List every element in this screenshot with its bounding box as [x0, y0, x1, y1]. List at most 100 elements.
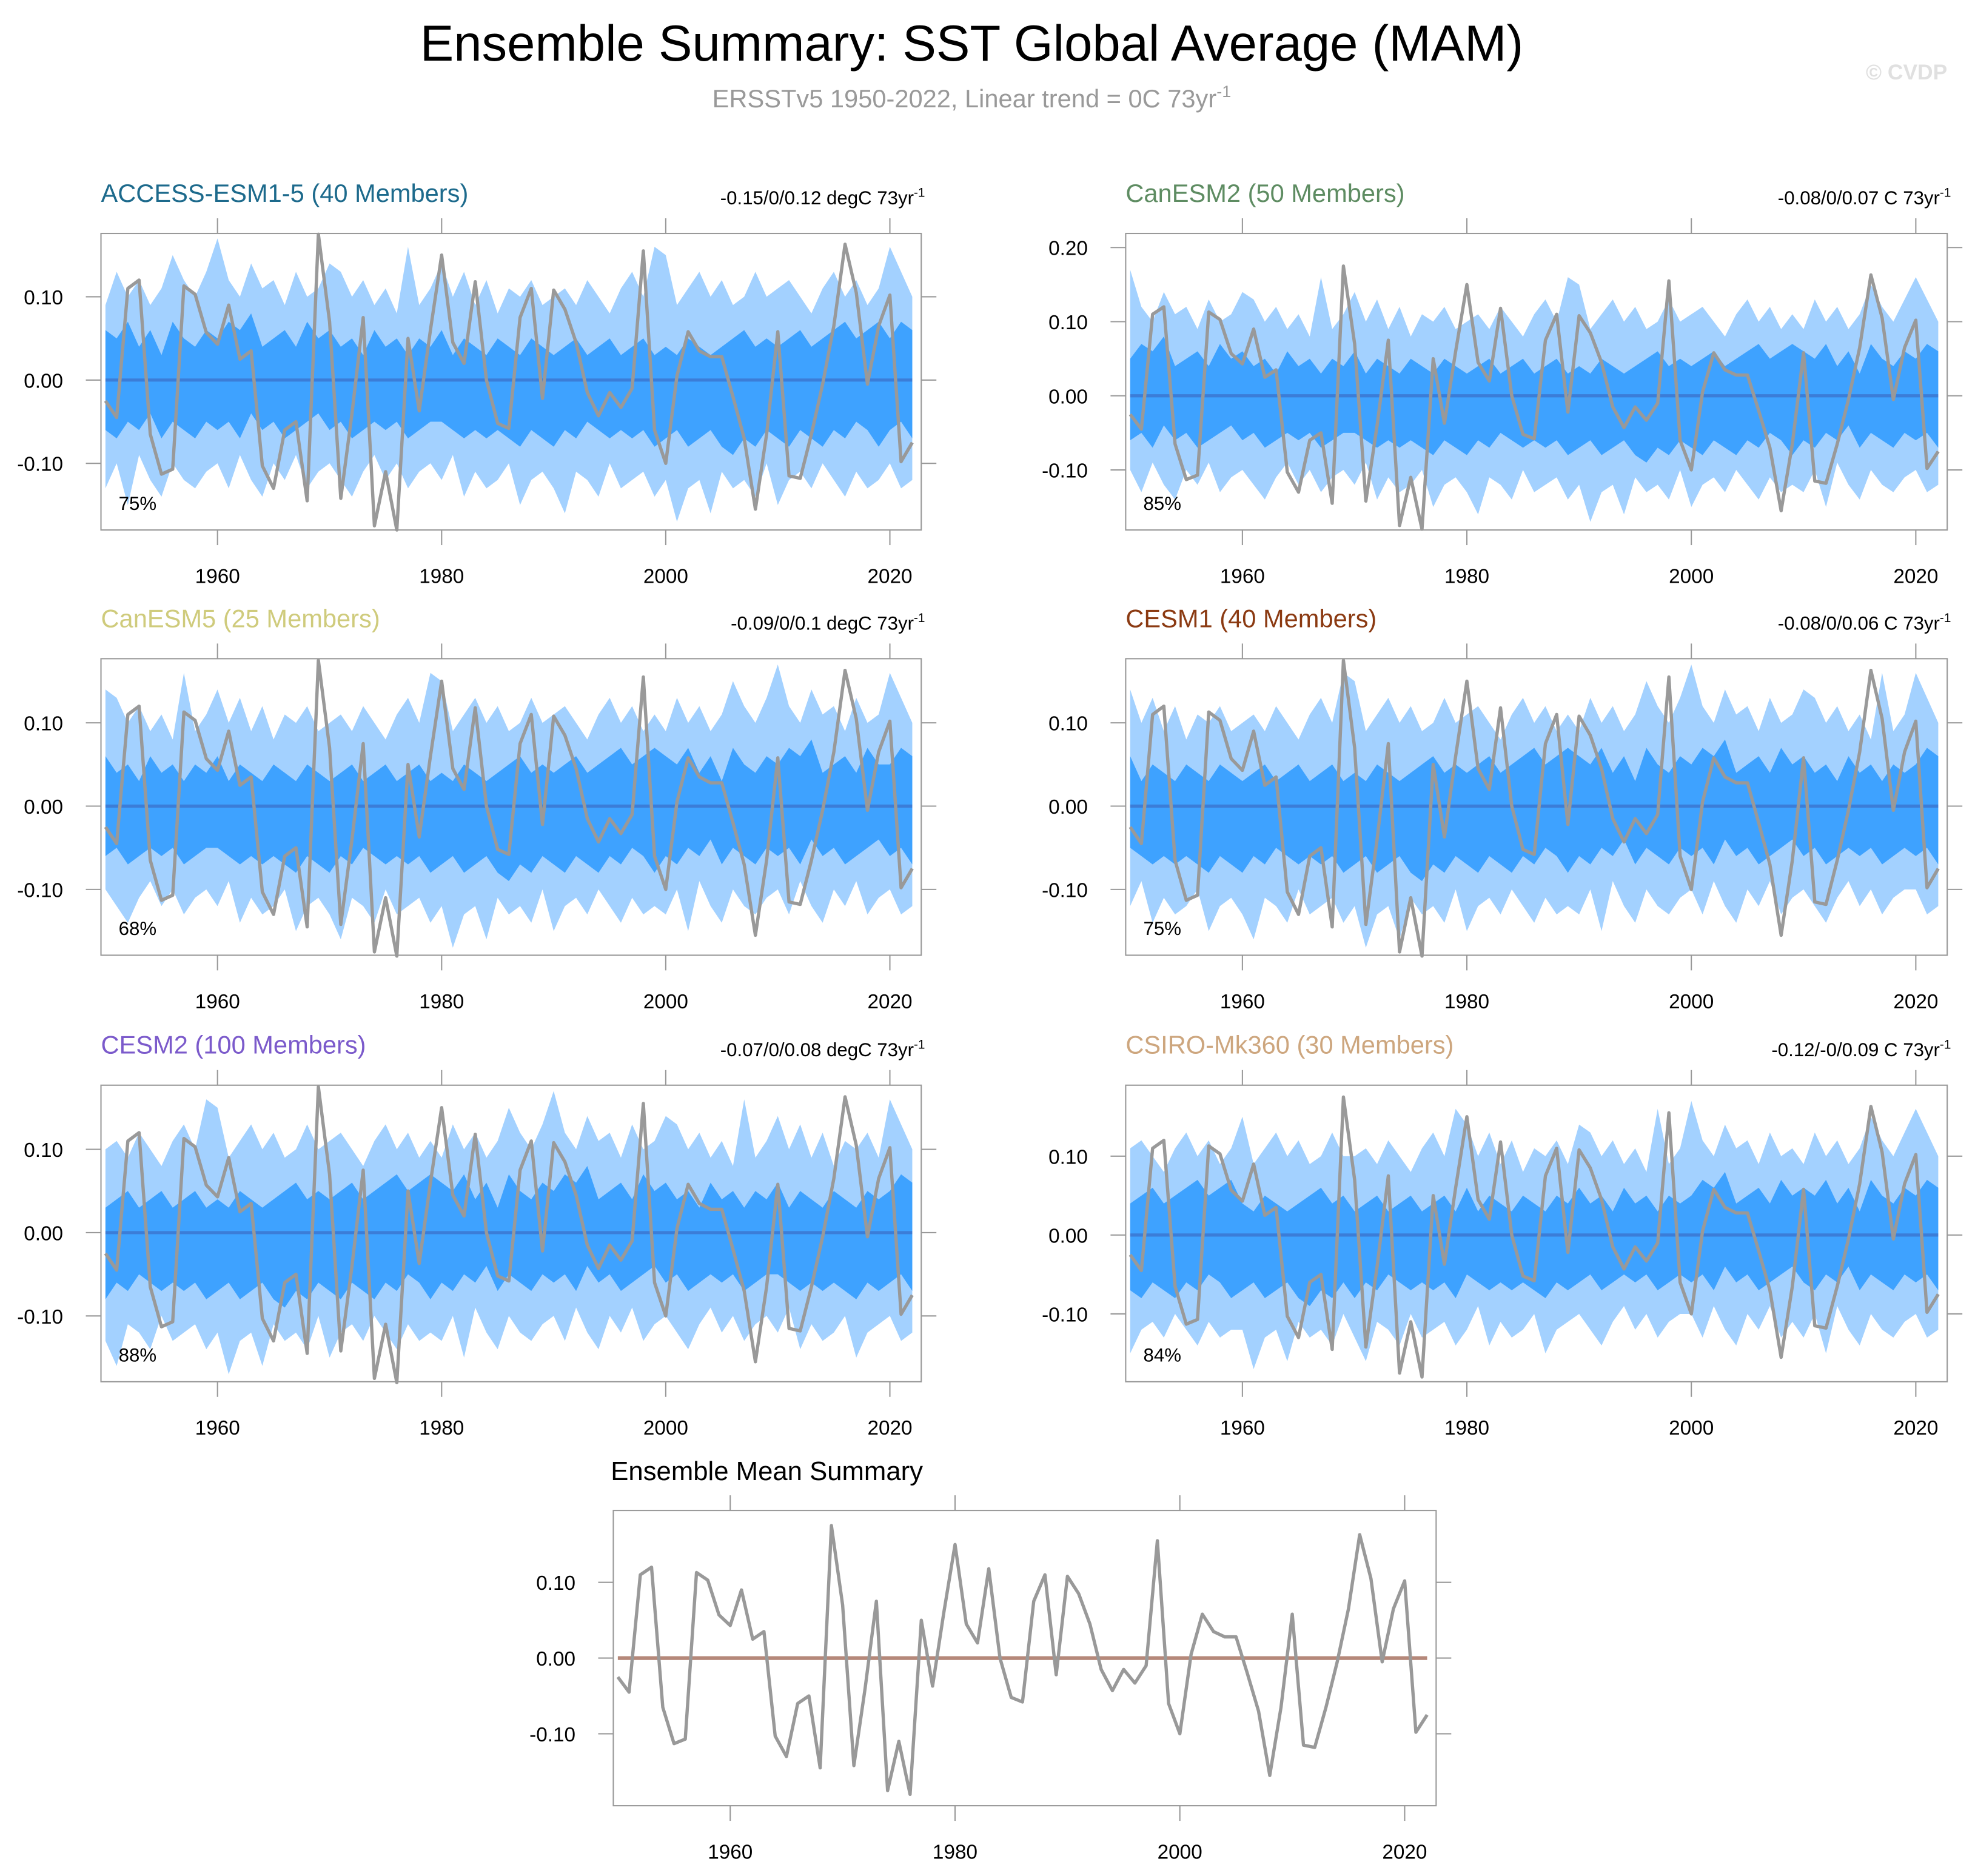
panel-title: Ensemble Mean Summary	[611, 1456, 923, 1486]
trend-superscript: -1	[1940, 186, 1951, 200]
trend-label: -0.08/0/0.07 C 73yr-1	[1778, 186, 1951, 209]
x-tick-label: 1980	[419, 1417, 464, 1439]
panel-title: CanESM2 (50 Members)	[1125, 179, 1404, 207]
panel-title: CSIRO-Mk360 (30 Members)	[1125, 1031, 1454, 1059]
x-tick-label: 2020	[1382, 1841, 1427, 1863]
percent-label: 85%	[1144, 493, 1181, 514]
trend-superscript: -1	[914, 611, 925, 625]
spread-band	[1130, 739, 1939, 882]
trend-label: -0.12/-0/0.09 C 73yr-1	[1771, 1037, 1951, 1060]
percent-label: 68%	[119, 918, 156, 939]
y-tick-label: -0.10	[529, 1724, 575, 1746]
x-tick-label: 1980	[1444, 565, 1489, 588]
spread-band	[105, 1166, 913, 1308]
x-tick-label: 2000	[1158, 1841, 1202, 1863]
x-tick-label: 1980	[1444, 991, 1489, 1013]
x-tick-label: 2020	[1893, 1417, 1938, 1439]
y-tick-label: 0.10	[536, 1572, 575, 1595]
trend-label: -0.09/0/0.1 degC 73yr-1	[731, 611, 925, 634]
x-tick-label: 2020	[867, 565, 912, 588]
trend-label: -0.08/0/0.06 C 73yr-1	[1778, 611, 1951, 634]
trend-superscript: -1	[1940, 1037, 1951, 1051]
y-tick-label: 0.20	[1048, 238, 1088, 260]
y-tick-label: 0.00	[1048, 796, 1088, 819]
percent-label: 75%	[119, 493, 156, 514]
y-tick-label: 0.00	[1048, 1225, 1088, 1247]
trend-label: -0.07/0/0.08 degC 73yr-1	[720, 1037, 925, 1060]
trend-text: -0.08/0/0.06 C 73yr	[1778, 612, 1940, 634]
x-tick-label: 1960	[195, 1417, 240, 1439]
y-tick-label: 0.00	[24, 796, 63, 819]
y-tick-label: 0.00	[1048, 386, 1088, 408]
figure-subtitle: ERSSTv5 1950-2022, Linear trend = 0C 73y…	[713, 82, 1232, 113]
y-tick-label: 0.10	[1048, 713, 1088, 735]
observed-line	[104, 232, 914, 532]
y-tick-label: -0.10	[17, 454, 63, 476]
x-tick-label: 2000	[643, 1417, 688, 1439]
y-tick-label: -0.10	[1042, 460, 1088, 483]
spread-band	[105, 739, 913, 882]
spread-band	[105, 313, 913, 455]
y-tick-label: -0.10	[17, 879, 63, 902]
panel-title: CESM1 (40 Members)	[1125, 604, 1376, 632]
subtitle-superscript: -1	[1216, 82, 1231, 101]
spread-band	[1130, 336, 1939, 463]
plot-frame	[1125, 1084, 1948, 1382]
observed-line	[616, 1524, 1429, 1797]
x-tick-label: 2000	[1669, 1417, 1714, 1439]
observed-line	[104, 1085, 914, 1384]
y-tick-label: 0.10	[1048, 312, 1088, 334]
plot-frame	[100, 1084, 922, 1382]
x-tick-label: 2020	[867, 991, 912, 1013]
x-tick-label: 1980	[933, 1841, 977, 1863]
x-tick-label: 2020	[867, 1417, 912, 1439]
watermark: © CVDP	[1866, 61, 1947, 84]
trend-text: -0.09/0/0.1 degC 73yr	[731, 612, 914, 634]
trend-label: -0.15/0/0.12 degC 73yr-1	[720, 186, 925, 209]
trend-superscript: -1	[914, 186, 925, 200]
panel-title: ACCESS-ESM1-5 (40 Members)	[101, 179, 469, 207]
plot-frame	[100, 658, 922, 956]
figure-title: Ensemble Summary: SST Global Average (MA…	[420, 15, 1523, 72]
x-tick-label: 2020	[1893, 991, 1938, 1013]
y-tick-label: 0.10	[1048, 1146, 1088, 1168]
panel-title: CanESM5 (25 Members)	[101, 604, 380, 632]
y-tick-label: 0.00	[536, 1648, 575, 1670]
y-tick-label: -0.10	[17, 1306, 63, 1328]
spread-band	[1130, 1171, 1939, 1306]
panel-title: CESM2 (100 Members)	[101, 1031, 366, 1059]
trend-text: -0.12/-0/0.09 C 73yr	[1771, 1039, 1940, 1060]
y-tick-label: 0.10	[24, 713, 63, 735]
trend-superscript: -1	[1940, 611, 1951, 625]
observed-line	[1128, 264, 1940, 531]
x-tick-label: 1960	[708, 1841, 753, 1863]
x-tick-label: 1960	[1220, 565, 1265, 588]
observed-line	[1128, 658, 1940, 958]
x-tick-label: 1960	[1220, 1417, 1265, 1439]
y-tick-label: 0.00	[24, 1222, 63, 1245]
percent-label: 75%	[1144, 918, 1181, 939]
x-tick-label: 1960	[195, 565, 240, 588]
x-tick-label: 1980	[1444, 1417, 1489, 1439]
x-tick-label: 2020	[1893, 565, 1938, 588]
y-tick-label: 0.10	[24, 287, 63, 309]
x-tick-label: 2000	[1669, 565, 1714, 588]
observed-line	[104, 658, 914, 958]
percent-label: 84%	[1144, 1345, 1181, 1366]
plot-frame	[1125, 232, 1948, 531]
plot-frame	[100, 232, 922, 531]
observed-line	[1128, 1095, 1940, 1379]
plot-frame	[1125, 658, 1948, 956]
trend-superscript: -1	[914, 1037, 925, 1051]
trend-text: -0.08/0/0.07 C 73yr	[1778, 187, 1940, 209]
trend-text: -0.15/0/0.12 degC 73yr	[720, 187, 914, 209]
x-tick-label: 1980	[419, 991, 464, 1013]
x-tick-label: 1980	[419, 565, 464, 588]
x-tick-label: 2000	[643, 565, 688, 588]
y-tick-label: 0.00	[24, 370, 63, 392]
trend-text: -0.07/0/0.08 degC 73yr	[720, 1039, 914, 1060]
percent-label: 88%	[119, 1345, 156, 1366]
y-tick-label: 0.10	[24, 1139, 63, 1162]
